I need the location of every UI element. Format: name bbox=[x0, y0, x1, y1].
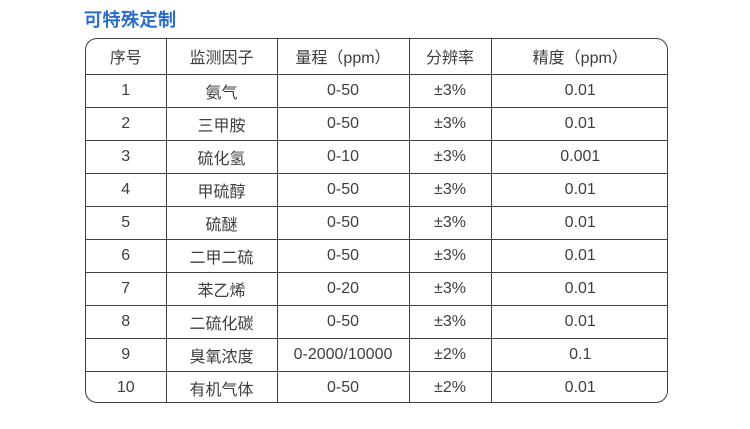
table-header-cell: 精度（ppm） bbox=[490, 39, 667, 75]
table-cell: 三甲胺 bbox=[165, 106, 278, 141]
table-cell: 硫醚 bbox=[165, 205, 278, 240]
table-cell: ±3% bbox=[408, 139, 492, 174]
table-cell: 6 bbox=[86, 238, 167, 273]
table-cell: 苯乙烯 bbox=[165, 271, 278, 306]
table-body: 1 氨气 0-50 ±3% 0.01 2 三甲胺 0-50 ±3% 0.01 3 硫化氢 0-10 ±3%… bbox=[86, 73, 667, 402]
table-cell: 0-50 bbox=[276, 370, 410, 402]
table-cell: 0.01 bbox=[490, 172, 667, 207]
table-row: 6 二甲二硫 0-50 ±3% 0.01 bbox=[86, 238, 667, 273]
table-cell: 0.01 bbox=[490, 238, 667, 273]
table-cell: 7 bbox=[86, 271, 167, 306]
table-cell: 0.01 bbox=[490, 106, 667, 141]
table-header-row: 序号 监测因子 量程（ppm） 分辨率 精度（ppm） bbox=[86, 39, 667, 75]
table-row: 10 有机气体 0-50 ±2% 0.01 bbox=[86, 370, 667, 402]
table-cell: ±3% bbox=[408, 304, 492, 339]
table-cell: 1 bbox=[86, 73, 167, 108]
table-cell: 0-50 bbox=[276, 172, 410, 207]
table-cell: 0.01 bbox=[490, 271, 667, 306]
spec-table-grid: 序号 监测因子 量程（ppm） 分辨率 精度（ppm） 1 氨气 0-50 ±3% 0.01 2 三… bbox=[86, 39, 667, 402]
table-cell: 0-50 bbox=[276, 73, 410, 108]
table-cell: 2 bbox=[86, 106, 167, 141]
table-cell: 5 bbox=[86, 205, 167, 240]
table-cell: 4 bbox=[86, 172, 167, 207]
table-row: 8 二硫化碳 0-50 ±3% 0.01 bbox=[86, 304, 667, 339]
table-cell: ±3% bbox=[408, 106, 492, 141]
table-cell: 二甲二硫 bbox=[165, 238, 278, 273]
table-cell: 0-50 bbox=[276, 238, 410, 273]
table-cell: 0.01 bbox=[490, 73, 667, 108]
table-cell: 0-2000/10000 bbox=[276, 337, 410, 372]
table-cell: 硫化氢 bbox=[165, 139, 278, 174]
table-row: 2 三甲胺 0-50 ±3% 0.01 bbox=[86, 106, 667, 141]
table-cell: ±3% bbox=[408, 172, 492, 207]
table-cell: 10 bbox=[86, 370, 167, 402]
table-cell: 0-50 bbox=[276, 304, 410, 339]
table-cell: 9 bbox=[86, 337, 167, 372]
table-cell: 0-10 bbox=[276, 139, 410, 174]
table-header-cell: 分辨率 bbox=[408, 39, 492, 75]
table-cell: ±3% bbox=[408, 205, 492, 240]
table-cell: 氨气 bbox=[165, 73, 278, 108]
table-cell: 3 bbox=[86, 139, 167, 174]
table-header-cell: 监测因子 bbox=[165, 39, 278, 75]
table-cell: 0.001 bbox=[490, 139, 667, 174]
table-cell: 0.1 bbox=[490, 337, 667, 372]
table-header-cell: 序号 bbox=[86, 39, 167, 75]
table-cell: 有机气体 bbox=[165, 370, 278, 402]
table-cell: ±2% bbox=[408, 337, 492, 372]
table-cell: 0.01 bbox=[490, 205, 667, 240]
table-cell: 8 bbox=[86, 304, 167, 339]
table-cell: 甲硫醇 bbox=[165, 172, 278, 207]
page-title: 可特殊定制 bbox=[84, 10, 177, 30]
table-header-cell: 量程（ppm） bbox=[276, 39, 410, 75]
table-cell: ±3% bbox=[408, 271, 492, 306]
table-row: 7 苯乙烯 0-20 ±3% 0.01 bbox=[86, 271, 667, 306]
table-cell: ±3% bbox=[408, 73, 492, 108]
table-cell: 0-50 bbox=[276, 205, 410, 240]
spec-table: 序号 监测因子 量程（ppm） 分辨率 精度（ppm） 1 氨气 0-50 ±3% 0.01 2 三… bbox=[85, 38, 668, 403]
table-cell: 0-20 bbox=[276, 271, 410, 306]
table-row: 5 硫醚 0-50 ±3% 0.01 bbox=[86, 205, 667, 240]
table-row: 1 氨气 0-50 ±3% 0.01 bbox=[86, 73, 667, 108]
table-cell: 0.01 bbox=[490, 304, 667, 339]
table-cell: 臭氧浓度 bbox=[165, 337, 278, 372]
table-cell: ±2% bbox=[408, 370, 492, 402]
table-cell: 0-50 bbox=[276, 106, 410, 141]
table-cell: 二硫化碳 bbox=[165, 304, 278, 339]
table-cell: 0.01 bbox=[490, 370, 667, 402]
table-cell: ±3% bbox=[408, 238, 492, 273]
table-row: 9 臭氧浓度 0-2000/10000 ±2% 0.1 bbox=[86, 337, 667, 372]
table-row: 3 硫化氢 0-10 ±3% 0.001 bbox=[86, 139, 667, 174]
table-row: 4 甲硫醇 0-50 ±3% 0.01 bbox=[86, 172, 667, 207]
